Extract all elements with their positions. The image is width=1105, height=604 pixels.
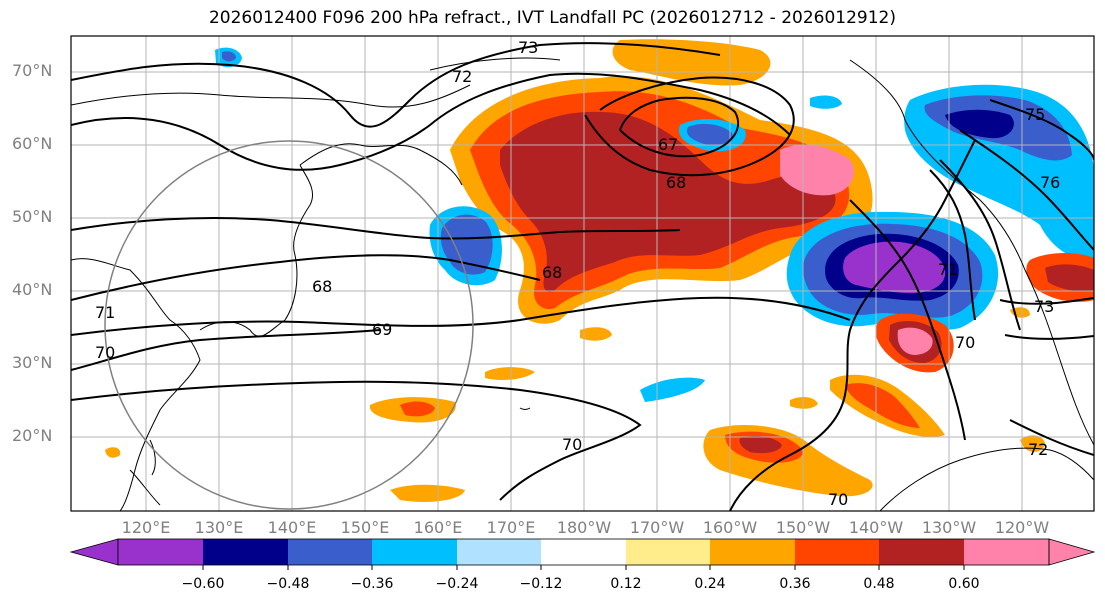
longitude-label: 150°E (340, 518, 390, 537)
latitude-label: 70°N (12, 61, 53, 80)
longitude-label: 170°E (486, 518, 536, 537)
latitude-label: 30°N (12, 353, 53, 372)
contour-label: 69 (372, 320, 392, 339)
refractivity-contours (71, 42, 1094, 511)
colorbar-tick-label: −0.24 (435, 576, 479, 592)
contour-label: 75 (1025, 105, 1045, 124)
longitude-label: 160°W (702, 518, 758, 537)
filled-field (105, 39, 1094, 502)
colorbar-tick-label: −0.48 (266, 576, 310, 592)
contour-label: 68 (312, 277, 332, 296)
contour-label: 72 (1028, 440, 1048, 459)
contour-label: 70 (562, 435, 582, 454)
landfall-radius-circle (104, 140, 474, 510)
colorbar-tick-label: 0.36 (779, 576, 811, 592)
contour-label: 67 (658, 135, 678, 154)
longitude-label: 120°E (121, 518, 171, 537)
contour-label: 68 (542, 263, 562, 282)
contour-label: 70 (828, 490, 848, 509)
contour-label: 73 (1034, 297, 1054, 316)
latitude-label: 40°N (12, 280, 53, 299)
map-frame (70, 35, 1095, 512)
longitude-label: 120°W (994, 518, 1050, 537)
latitude-label: 50°N (12, 207, 53, 226)
longitude-label: 170°W (629, 518, 685, 537)
colorbar-tick-label: −0.60 (181, 576, 225, 592)
latitude-label: 60°N (12, 134, 53, 153)
colorbar-tick-label: 0.12 (610, 576, 642, 592)
coastlines (71, 57, 1094, 511)
colorbar-tick-label: −0.12 (519, 576, 563, 592)
colorbar-tick-label: 0.24 (694, 576, 726, 592)
colorbar-tick-label: 0.48 (863, 576, 895, 592)
longitude-label: 140°W (848, 518, 904, 537)
graticule (71, 36, 1094, 511)
contour-label: 68 (666, 173, 686, 192)
longitude-label: 160°E (413, 518, 463, 537)
contour-label: 71 (95, 303, 115, 322)
contour-label: 76 (1040, 173, 1060, 192)
longitude-label: 130°E (194, 518, 244, 537)
contour-label: 72 (452, 67, 472, 86)
longitude-label: 150°W (775, 518, 831, 537)
longitude-label: 140°E (267, 518, 317, 537)
colorbar-tick-label: −0.36 (350, 576, 394, 592)
colorbar (69, 538, 1096, 570)
contour-label-group: 73 72 67 68 68 68 69 70 71 70 70 71 75 7… (95, 38, 1060, 509)
longitude-label: 130°W (921, 518, 977, 537)
longitude-label: 180°W (556, 518, 612, 537)
contour-label: 70 (95, 343, 115, 362)
colorbar-tick-label: 0.60 (948, 576, 980, 592)
map-title: 2026012400 F096 200 hPa refract., IVT La… (208, 8, 896, 28)
contour-label: 73 (518, 38, 538, 57)
latitude-label: 20°N (12, 426, 53, 445)
contour-label: 71 (938, 260, 958, 279)
contour-label: 70 (955, 333, 975, 352)
